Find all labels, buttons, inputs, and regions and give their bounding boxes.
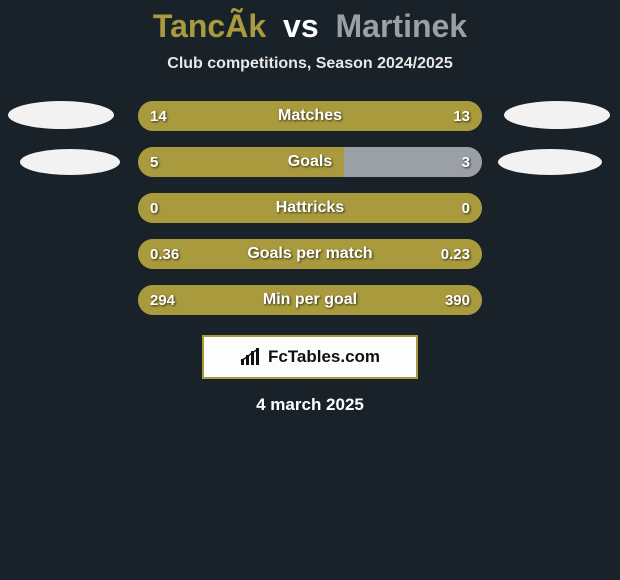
decor-ellipse <box>20 149 120 175</box>
bar-chart-icon <box>240 348 262 366</box>
stat-value-left: 0 <box>150 193 158 223</box>
stat-row: 0.360.23Goals per match <box>138 239 482 269</box>
stat-value-right: 0 <box>462 193 470 223</box>
player-right-name: Martinek <box>336 8 468 44</box>
brand-text: FcTables.com <box>268 347 380 367</box>
stat-value-left: 0.36 <box>150 239 179 269</box>
stat-row: 1413Matches <box>138 101 482 131</box>
stat-value-right: 13 <box>453 101 470 131</box>
stat-value-left: 294 <box>150 285 175 315</box>
stats-stage: 1413Matches53Goals00Hattricks0.360.23Goa… <box>0 101 620 415</box>
comparison-widget: TancÃk vs Martinek Club competitions, Se… <box>0 0 620 415</box>
subtitle: Club competitions, Season 2024/2025 <box>0 55 620 73</box>
player-left-name: TancÃk <box>153 8 266 44</box>
stat-rows: 1413Matches53Goals00Hattricks0.360.23Goa… <box>138 101 482 315</box>
stat-row: 53Goals <box>138 147 482 177</box>
stat-bar-left <box>138 239 482 269</box>
stat-row: 294390Min per goal <box>138 285 482 315</box>
decor-ellipse <box>504 101 610 129</box>
stat-value-right: 390 <box>445 285 470 315</box>
title-vs: vs <box>283 8 319 44</box>
stat-bar-left <box>138 285 482 315</box>
stat-bar-left <box>138 147 344 177</box>
stat-value-left: 5 <box>150 147 158 177</box>
stat-bar-left <box>138 193 482 223</box>
stat-value-right: 0.23 <box>441 239 470 269</box>
stat-row: 00Hattricks <box>138 193 482 223</box>
decor-ellipse <box>8 101 114 129</box>
brand-box[interactable]: FcTables.com <box>202 335 418 379</box>
stat-value-left: 14 <box>150 101 167 131</box>
stat-bar-left <box>138 101 482 131</box>
stat-value-right: 3 <box>462 147 470 177</box>
page-title: TancÃk vs Martinek <box>0 8 620 45</box>
date-label: 4 march 2025 <box>0 395 620 415</box>
decor-ellipse <box>498 149 602 175</box>
